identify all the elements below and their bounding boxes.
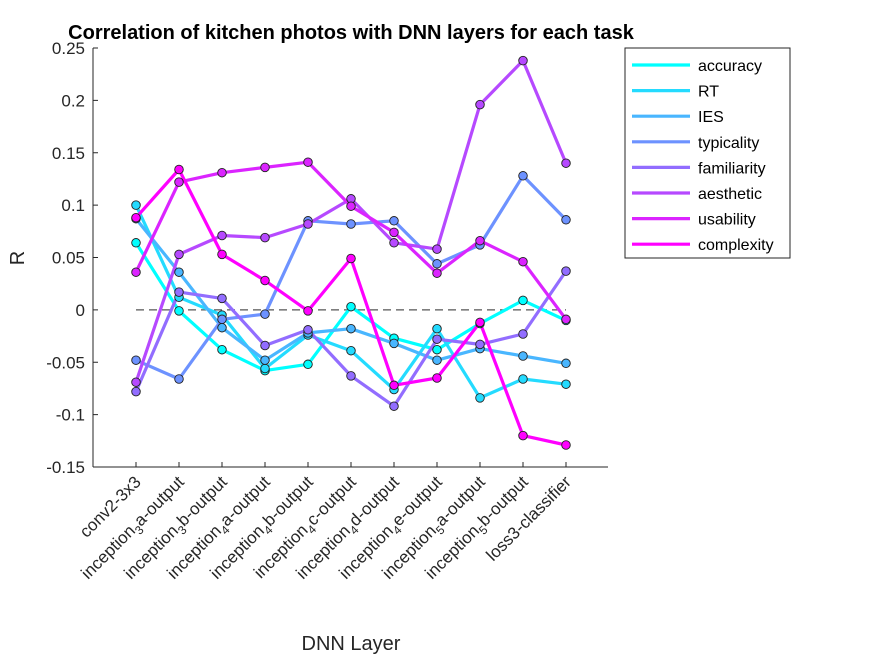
data-point-IES xyxy=(260,355,270,365)
data-point-IES xyxy=(346,323,356,334)
data-point-familiarity xyxy=(561,266,571,276)
data-point-complexity xyxy=(561,440,571,450)
data-point-typicality xyxy=(217,314,227,325)
data-point-complexity xyxy=(475,317,485,328)
data-point-RT xyxy=(260,363,270,374)
data-point-RT xyxy=(518,374,528,384)
legend-box xyxy=(624,47,791,259)
y-tick-label: 0.05 xyxy=(52,249,85,268)
data-point-typicality xyxy=(174,374,184,384)
data-point-IES xyxy=(518,351,528,361)
legend: accuracy RT IES typicality familiarity aesthe… xyxy=(624,47,791,259)
data-point-accuracy xyxy=(346,301,356,312)
data-point-usability xyxy=(174,177,184,187)
data-point-usability xyxy=(303,157,313,167)
data-point-complexity xyxy=(174,164,184,175)
data-point-RT xyxy=(475,393,485,403)
data-point-aesthetic xyxy=(432,244,442,254)
data-point-usability xyxy=(561,314,571,325)
data-point-typicality xyxy=(518,171,528,181)
y-tick-label: 0.25 xyxy=(52,39,85,58)
data-point-IES xyxy=(432,355,442,365)
data-point-typicality xyxy=(389,216,399,226)
legend-label-familiarity: familiarity xyxy=(698,160,766,177)
data-point-RT xyxy=(432,323,442,334)
data-point-accuracy xyxy=(131,238,141,248)
data-point-familiarity xyxy=(260,340,270,351)
data-point-typicality xyxy=(260,309,270,319)
data-point-typicality xyxy=(346,219,356,229)
data-point-complexity xyxy=(217,249,227,260)
data-point-usability xyxy=(260,162,270,173)
data-point-RT xyxy=(131,200,141,210)
data-point-complexity xyxy=(303,306,313,316)
data-point-accuracy xyxy=(303,359,313,370)
data-point-complexity xyxy=(518,430,528,441)
data-point-usability xyxy=(131,267,141,277)
data-point-familiarity xyxy=(475,339,485,350)
data-point-familiarity xyxy=(346,371,356,381)
data-point-usability xyxy=(475,235,485,246)
data-point-RT xyxy=(346,345,356,356)
data-point-aesthetic xyxy=(131,377,141,387)
data-point-familiarity xyxy=(131,386,141,397)
y-tick-label: 0 xyxy=(76,301,85,320)
legend-label-IES: IES xyxy=(698,109,724,126)
data-point-aesthetic xyxy=(389,238,399,248)
data-point-familiarity xyxy=(518,329,528,339)
y-tick-label: 0.1 xyxy=(61,196,85,215)
data-point-accuracy xyxy=(217,344,227,355)
data-point-IES xyxy=(217,322,227,333)
y-tick-label: 0.2 xyxy=(61,91,85,110)
y-tick-label: 0.15 xyxy=(52,144,85,163)
data-point-complexity xyxy=(346,253,356,264)
legend-label-typicality: typicality xyxy=(698,135,759,152)
y-tick-label: -0.1 xyxy=(56,406,85,425)
legend-label-aesthetic: aesthetic xyxy=(698,186,762,203)
data-point-accuracy xyxy=(432,344,442,355)
y-axis-label: R xyxy=(7,251,29,265)
chart-title: Correlation of kitchen photos with DNN l… xyxy=(68,22,635,44)
data-point-typicality xyxy=(561,215,571,225)
data-point-usability xyxy=(217,167,227,178)
legend-label-complexity: complexity xyxy=(698,237,774,254)
data-point-complexity xyxy=(432,373,442,383)
data-point-usability xyxy=(346,201,356,211)
x-axis-label: DNN Layer xyxy=(302,633,401,655)
data-point-familiarity xyxy=(174,287,184,297)
data-point-RT xyxy=(561,379,571,389)
data-point-usability xyxy=(432,268,442,278)
y-tick-label: -0.15 xyxy=(46,458,85,477)
data-point-accuracy xyxy=(174,306,184,316)
legend-label-RT: RT xyxy=(698,84,719,101)
data-point-familiarity xyxy=(432,334,442,344)
data-point-typicality xyxy=(432,259,442,269)
data-point-IES xyxy=(389,338,399,349)
y-tick-label: -0.05 xyxy=(46,353,85,372)
data-point-aesthetic xyxy=(174,249,184,260)
data-point-usability xyxy=(518,256,528,267)
data-point-IES xyxy=(174,267,184,277)
data-point-familiarity xyxy=(303,325,313,335)
data-point-aesthetic xyxy=(217,230,227,241)
data-point-typicality xyxy=(131,355,141,365)
data-point-complexity xyxy=(260,275,270,286)
data-point-accuracy xyxy=(518,295,528,306)
data-point-aesthetic xyxy=(303,219,313,229)
data-point-familiarity xyxy=(389,401,399,411)
data-point-complexity xyxy=(389,380,399,391)
data-point-aesthetic xyxy=(475,99,485,110)
legend-label-usability: usability xyxy=(698,212,756,229)
data-point-IES xyxy=(561,358,571,369)
data-point-aesthetic xyxy=(518,55,528,66)
legend-label-accuracy: accuracy xyxy=(698,58,762,75)
data-point-usability xyxy=(389,227,399,238)
data-point-complexity xyxy=(131,212,141,223)
data-point-aesthetic xyxy=(260,232,270,243)
data-point-aesthetic xyxy=(561,158,571,168)
data-point-familiarity xyxy=(217,293,227,304)
